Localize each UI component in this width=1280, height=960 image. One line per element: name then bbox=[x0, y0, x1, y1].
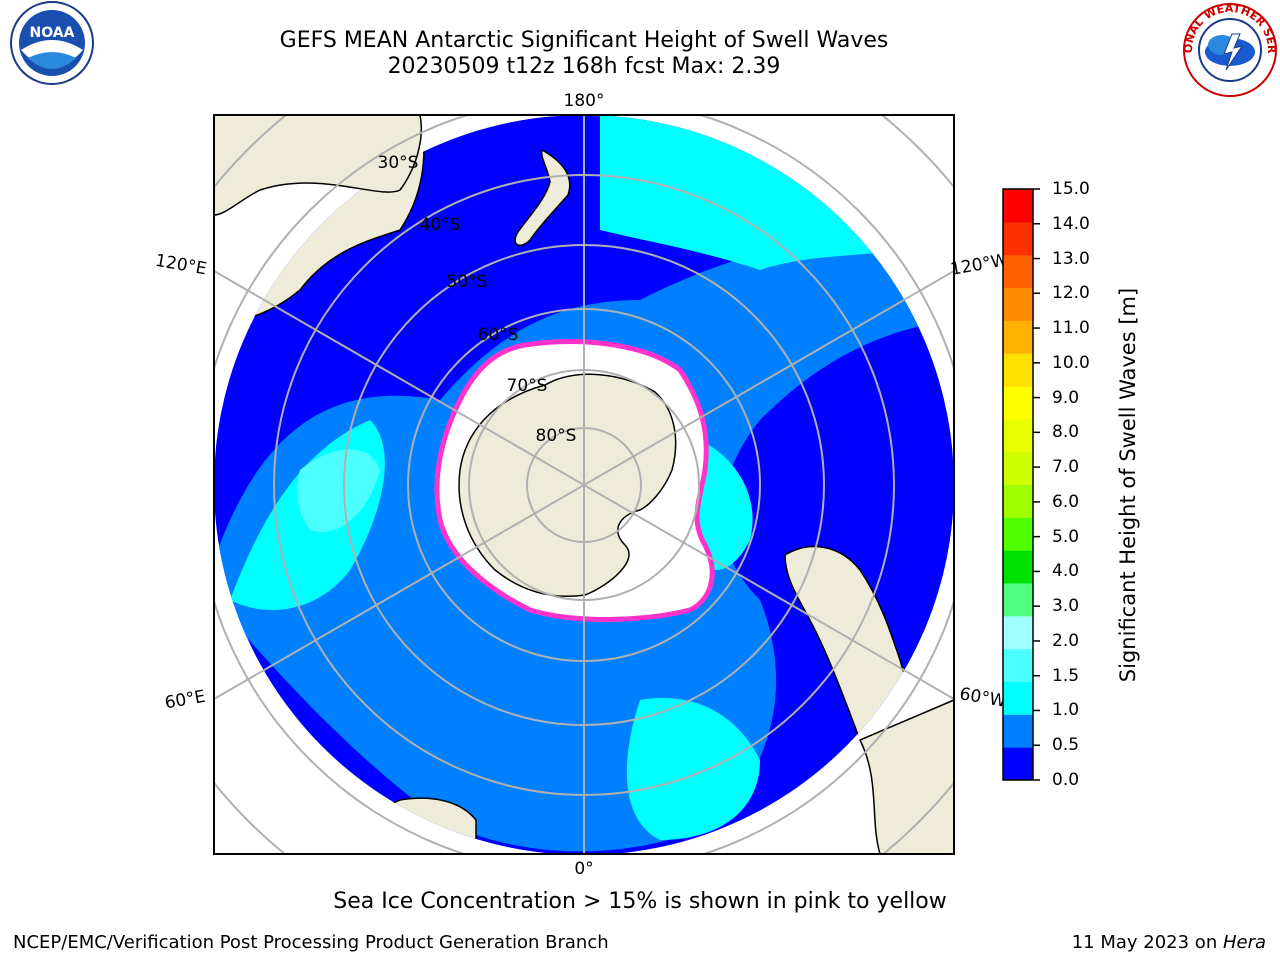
svg-text:NOAA: NOAA bbox=[30, 25, 75, 41]
colorbar-tick-label: 10.0 bbox=[1052, 352, 1090, 373]
colorbar-swatch bbox=[1003, 353, 1033, 387]
colorbar-tick-label: 0.0 bbox=[1052, 770, 1080, 790]
colorbar-tick-label: 15.0 bbox=[1052, 179, 1090, 199]
lat-label-80s: 80°S bbox=[536, 426, 577, 446]
footer-date: 11 May 2023 on Hera bbox=[1072, 932, 1266, 953]
colorbar-swatch bbox=[1003, 287, 1033, 321]
colorbar-swatch bbox=[1003, 451, 1033, 485]
colorbar-swatch bbox=[1003, 386, 1033, 420]
colorbar-swatch bbox=[1003, 254, 1033, 288]
colorbar-swatch bbox=[1003, 648, 1033, 682]
lon-label-120e: 120°E bbox=[154, 251, 208, 280]
colorbar-tick-label: 12.0 bbox=[1052, 283, 1090, 304]
noaa-logo: NOAA bbox=[10, 1, 94, 85]
colorbar-tick-label: 11.0 bbox=[1052, 318, 1090, 339]
colorbar-tick-label: 6.0 bbox=[1052, 491, 1080, 512]
lat-label-30s: 30°S bbox=[378, 153, 419, 173]
colorbar-swatch bbox=[1003, 583, 1033, 617]
colorbar-tick-label: 5.0 bbox=[1052, 526, 1080, 547]
lat-label-60s: 60°S bbox=[478, 325, 519, 345]
colorbar-tick-label: 3.0 bbox=[1052, 596, 1080, 617]
colorbar-swatch bbox=[1003, 221, 1033, 256]
colorbar-tick-label: 9.0 bbox=[1052, 387, 1080, 408]
footer-date-text: 11 May 2023 on bbox=[1071, 932, 1223, 953]
map-frame bbox=[213, 114, 955, 855]
madagascar bbox=[214, 764, 295, 825]
colorbar-tick-label: 14.0 bbox=[1052, 213, 1090, 234]
swell-band-high bbox=[626, 698, 760, 840]
colorbar-swatch bbox=[1003, 320, 1033, 354]
colorbar-frame bbox=[1002, 188, 1034, 781]
colorbar-swatch bbox=[1003, 484, 1033, 518]
sea-ice-note: Sea Ice Concentration > 15% is shown in … bbox=[333, 889, 947, 914]
colorbar-ticks bbox=[1033, 188, 1040, 781]
colorbar-tick-label: 4.0 bbox=[1052, 561, 1080, 582]
colorbar-swatch bbox=[1003, 714, 1033, 748]
lon-label-60w: 60°W bbox=[958, 684, 1008, 712]
new-zealand bbox=[514, 148, 571, 247]
colorbar-tick-label: 7.0 bbox=[1052, 457, 1080, 478]
south-america-corner bbox=[858, 699, 954, 854]
chart-title: GEFS MEAN Antarctic Significant Height o… bbox=[279, 28, 889, 53]
colorbar-swatch bbox=[1003, 681, 1033, 715]
footer-credit: NCEP/EMC/Verification Post Processing Pr… bbox=[13, 932, 609, 953]
colorbar-tick-label: 13.0 bbox=[1052, 248, 1090, 269]
colorbar-tick-label: 0.5 bbox=[1052, 735, 1080, 756]
australia-corner bbox=[214, 115, 423, 216]
colorbar-swatch bbox=[1003, 615, 1033, 650]
colorbar-swatch bbox=[1003, 418, 1033, 453]
lat-label-70s: 70°S bbox=[507, 376, 548, 396]
lon-label-0: 0° bbox=[574, 859, 593, 879]
colorbar-swatch bbox=[1003, 747, 1033, 781]
lon-label-120w: 120°W bbox=[949, 250, 1010, 280]
colorbar-swatch bbox=[1003, 189, 1033, 223]
footer-machine: Hera bbox=[1222, 932, 1266, 953]
lat-label-50s: 50°S bbox=[447, 272, 488, 292]
colorbar-label: Significant Height of Swell Waves [m] bbox=[1116, 287, 1140, 683]
colorbar-tick-label: 1.0 bbox=[1052, 700, 1080, 721]
lon-label-60e: 60°E bbox=[163, 687, 207, 714]
colorbar-tick-label: 1.5 bbox=[1052, 665, 1080, 686]
lat-label-40s: 40°S bbox=[420, 215, 461, 235]
colorbar-tick-label: 2.0 bbox=[1052, 630, 1080, 651]
colorbar-swatch bbox=[1003, 517, 1033, 551]
africa bbox=[328, 797, 477, 854]
colorbar-tick-label: 8.0 bbox=[1052, 422, 1080, 443]
chart-subtitle: 20230509 t12z 168h fcst Max: 2.39 bbox=[387, 54, 781, 79]
graticule bbox=[214, 115, 954, 854]
colorbar bbox=[1003, 189, 1033, 781]
swell-band-highest bbox=[297, 449, 380, 532]
colorbar-swatch bbox=[1003, 550, 1033, 584]
nws-logo: NATIONAL WEATHER SERVICE bbox=[1176, 0, 1278, 97]
lon-label-180: 180° bbox=[564, 91, 605, 111]
